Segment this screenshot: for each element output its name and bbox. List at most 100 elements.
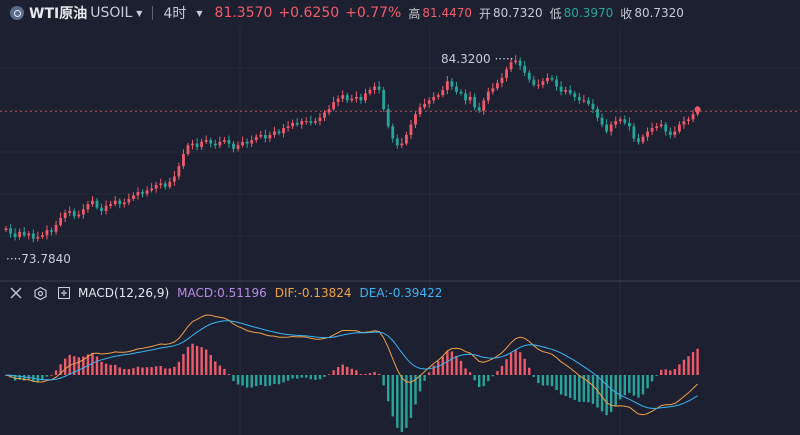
candle-body xyxy=(395,138,399,146)
macd-histogram-bar xyxy=(50,374,53,376)
macd-histogram-bar xyxy=(45,375,49,377)
header-divider xyxy=(152,6,154,20)
macd-histogram-bar xyxy=(569,375,572,398)
candle-body xyxy=(263,134,267,139)
symbol-code[interactable]: USOIL xyxy=(90,5,133,21)
symbol-header: WTI原油 USOIL ▼ 4时 ▼ 81.3570 +0.6250 +0.77… xyxy=(0,0,800,26)
macd-histogram-bar xyxy=(564,375,567,397)
macd-histogram-bar xyxy=(182,354,185,375)
candle-body xyxy=(445,81,449,90)
symbol-dropdown-icon[interactable]: ▼ xyxy=(136,8,143,18)
macd-histogram-bar xyxy=(54,370,58,375)
candle-body xyxy=(441,89,445,96)
macd-histogram-bar xyxy=(309,375,313,380)
candle-body xyxy=(63,212,67,218)
macd-histogram-bar xyxy=(332,370,335,375)
macd-histogram-bar xyxy=(177,361,181,375)
candle-body xyxy=(186,145,190,154)
candle-body xyxy=(655,126,659,129)
candle-body xyxy=(364,93,367,101)
candle-body xyxy=(41,235,44,237)
period-dropdown-icon[interactable]: ▼ xyxy=(196,8,203,18)
candle-body xyxy=(286,126,290,129)
macd-histogram-bar xyxy=(141,367,144,375)
open-label: 开 xyxy=(479,6,492,21)
candle-body xyxy=(459,91,463,94)
settings-icon[interactable] xyxy=(32,285,48,301)
candle-body xyxy=(423,103,426,108)
macd-histogram-bar xyxy=(473,375,476,381)
candle-body xyxy=(632,126,636,139)
candle-body xyxy=(536,84,540,86)
candle-body xyxy=(400,143,404,146)
candle-body xyxy=(241,141,244,146)
candle-body xyxy=(22,231,26,236)
macd-histogram-bar xyxy=(400,375,404,432)
candle-body xyxy=(295,122,299,125)
macd-histogram-bar xyxy=(468,372,472,375)
candle-body xyxy=(327,109,331,113)
candle-body xyxy=(386,109,390,127)
close-label: 收 xyxy=(620,6,633,21)
macd-histogram-bar xyxy=(13,375,17,381)
macd-histogram-bar xyxy=(646,375,649,389)
candle-body xyxy=(332,102,335,110)
macd-histogram-bar xyxy=(154,366,158,375)
candle-body xyxy=(555,79,558,87)
candle-body xyxy=(527,72,531,80)
candle-body xyxy=(18,231,22,237)
macd-histogram-bar xyxy=(41,375,44,381)
collapse-icon[interactable] xyxy=(8,285,24,301)
price-change-percent: +0.77% xyxy=(345,5,402,21)
candle-body xyxy=(136,192,140,196)
macd-histogram-bar xyxy=(164,368,167,375)
macd-histogram-bar xyxy=(236,375,240,385)
candle-body xyxy=(209,140,213,144)
macd-histogram-bar xyxy=(368,373,372,375)
candle-body xyxy=(623,119,627,123)
macd-histogram-bar xyxy=(387,375,390,402)
macd-histogram-bar xyxy=(541,375,545,386)
macd-histogram-bar xyxy=(637,375,640,398)
candle-body xyxy=(182,153,185,167)
macd-legend: MACD(12,26,9) MACD:0.51196 DIF:-0.13824 … xyxy=(0,284,442,302)
macd-histogram-bar xyxy=(132,368,135,375)
candle-body xyxy=(427,100,431,104)
candle-body xyxy=(455,86,458,92)
macd-histogram-bar xyxy=(273,375,276,385)
candle-body xyxy=(100,207,103,212)
symbol-name[interactable]: WTI原油 xyxy=(29,6,88,22)
macd-histogram-bar xyxy=(673,368,677,375)
macd-indicator-title[interactable]: MACD(12,26,9) xyxy=(78,286,170,300)
candle-body xyxy=(414,114,417,125)
macd-histogram-bar xyxy=(450,351,454,375)
macd-histogram-bar xyxy=(259,375,262,385)
candle-body xyxy=(673,131,677,135)
candle-body xyxy=(550,77,554,80)
macd-histogram-bar xyxy=(682,359,686,375)
price-chart[interactable] xyxy=(0,26,800,435)
candle-body xyxy=(4,228,8,231)
macd-histogram-bar xyxy=(241,375,244,386)
low-value: 80.3970 xyxy=(563,6,614,20)
macd-histogram-bar xyxy=(118,367,121,375)
macd-histogram-bar xyxy=(650,375,654,382)
open-value: 80.7320 xyxy=(493,6,543,20)
candle-body xyxy=(13,233,17,237)
candle-body xyxy=(405,134,408,144)
macd-histogram-bar xyxy=(496,371,499,375)
macd-histogram-bar xyxy=(104,363,108,375)
add-indicator-icon[interactable] xyxy=(56,285,72,301)
candle-body xyxy=(309,121,313,123)
candle-body xyxy=(118,200,122,205)
candle-body xyxy=(587,100,590,104)
candle-body xyxy=(354,96,358,99)
macd-histogram-bar xyxy=(95,356,99,375)
macd-histogram-bar xyxy=(36,375,40,382)
macd-histogram-bar xyxy=(327,374,331,376)
macd-histogram-bar xyxy=(18,375,21,380)
period-selector[interactable]: 4时 xyxy=(163,6,187,22)
macd-histogram-bar xyxy=(500,365,504,375)
candlestick-series xyxy=(4,55,699,243)
macd-histogram-bar xyxy=(223,368,226,375)
